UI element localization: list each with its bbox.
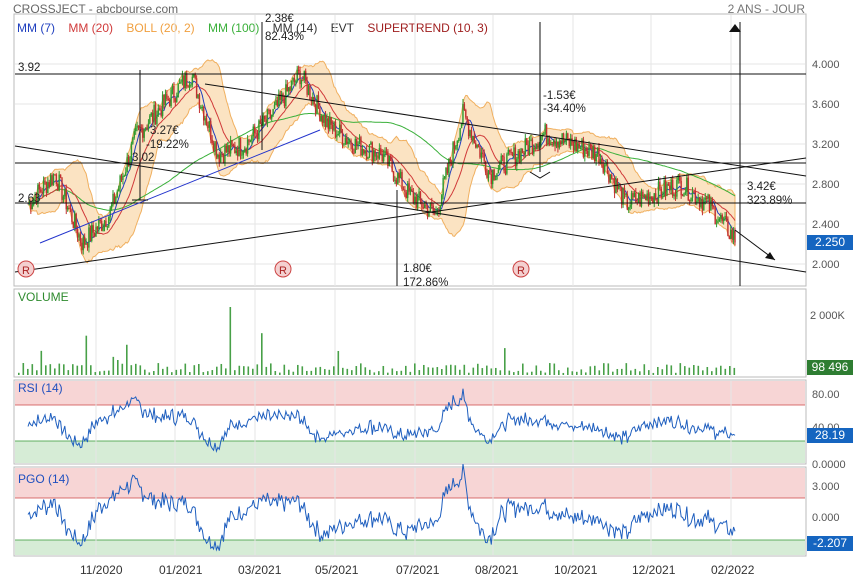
svg-text:R: R — [517, 265, 525, 277]
anno-392: 3.92 — [18, 62, 40, 74]
price-tick-3200: 3.200 — [812, 139, 840, 151]
pgo-panel-frame — [13, 466, 807, 557]
volume-tick: 2 000K — [810, 310, 846, 322]
xlabel-6: 08/2021 — [475, 563, 519, 577]
anno-153: -1.53€ — [543, 90, 576, 102]
price-panel-frame — [13, 13, 807, 287]
anno-263: 2.63 — [18, 193, 40, 205]
legend-supertrend[interactable]: SUPERTREND (10, 3) — [367, 21, 488, 35]
anno-302: 3.02 — [132, 152, 154, 164]
volume-label: VOLUME — [18, 290, 69, 304]
price-tick-4000: 4.000 — [812, 59, 840, 71]
xlabel-5: 07/2021 — [396, 563, 440, 577]
legend-boll[interactable]: BOLL (20, 2) — [126, 21, 195, 35]
anno-17286: 172.86% — [403, 277, 448, 289]
xlabel-1: 11/2020 — [80, 563, 123, 577]
anno-342: 3.42€ — [747, 181, 776, 193]
price-tick-2800: 2.800 — [812, 179, 840, 191]
price-current-badge: 2.250 — [807, 235, 853, 250]
xlabel-4: 05/2021 — [315, 563, 359, 577]
svg-text:R: R — [22, 265, 30, 277]
period-label[interactable]: 2 ANS - JOUR — [727, 2, 805, 16]
pgo-low-zone — [15, 540, 805, 555]
pgo-current-badge: -2.207 — [807, 536, 853, 551]
anno-238: 2.38€ — [265, 13, 294, 25]
volume-bars — [18, 307, 736, 375]
rsi-current-badge: 28.19 — [807, 428, 853, 443]
event-marker-2[interactable]: R — [274, 260, 292, 278]
rsi-oversold-zone — [15, 441, 805, 463]
legend-mm100[interactable]: MM (100) — [207, 21, 260, 35]
xlabel-2: 01/2021 — [159, 563, 203, 577]
price-tick-2000: 2.000 — [812, 259, 840, 271]
pgo-tick-3: 3.000 — [812, 481, 840, 493]
legend-mm7[interactable]: MM (7) — [17, 21, 55, 35]
chart-title: CROSSJECT - abcbourse.com — [13, 2, 179, 16]
xlabel-9: 02/2022 — [711, 563, 755, 577]
xlabel-7: 10/2021 — [554, 563, 598, 577]
anno-327: 3.27€ — [150, 125, 179, 137]
svg-text:R: R — [279, 265, 287, 277]
pgo-high-zone — [15, 468, 805, 498]
event-marker-3[interactable]: R — [512, 260, 530, 278]
indicator-legend: MM (7) MM (20) BOLL (20, 2) MM (100) MM … — [17, 21, 498, 35]
rsi-label: RSI (14) — [18, 381, 63, 395]
volume-panel-frame — [13, 288, 807, 378]
rsi-line — [27, 388, 736, 454]
pgo-tick-0: 0.000 — [812, 512, 840, 524]
rsi-tick-0: 0.0000 — [812, 459, 846, 471]
volume-current-badge: 98 496 — [807, 360, 853, 375]
rsi-overbought-zone — [15, 381, 805, 405]
price-candles — [28, 65, 736, 255]
event-marker-1[interactable]: R — [17, 260, 35, 278]
legend-evt[interactable]: EVT — [330, 21, 355, 35]
pgo-label: PGO (14) — [18, 472, 70, 486]
legend-mm20[interactable]: MM (20) — [68, 21, 114, 35]
rsi-panel-frame — [13, 379, 807, 465]
xlabel-3: 03/2021 — [238, 563, 282, 577]
price-tick-2400: 2.400 — [812, 219, 840, 231]
rsi-tick-80: 80.00 — [812, 389, 840, 401]
anno-3440: -34.40% — [543, 103, 586, 115]
xlabel-8: 12/2021 — [632, 563, 676, 577]
anno-8243: 82.43% — [265, 31, 304, 43]
price-tick-3600: 3.600 — [812, 99, 840, 111]
anno-32389: 323.89% — [747, 195, 792, 207]
trend-drawings — [14, 22, 807, 286]
anno-1922: -19.22% — [146, 139, 189, 151]
pgo-line — [27, 464, 736, 552]
legend-mm14[interactable]: MM (14) — [272, 21, 318, 35]
anno-180: 1.80€ — [403, 263, 432, 275]
